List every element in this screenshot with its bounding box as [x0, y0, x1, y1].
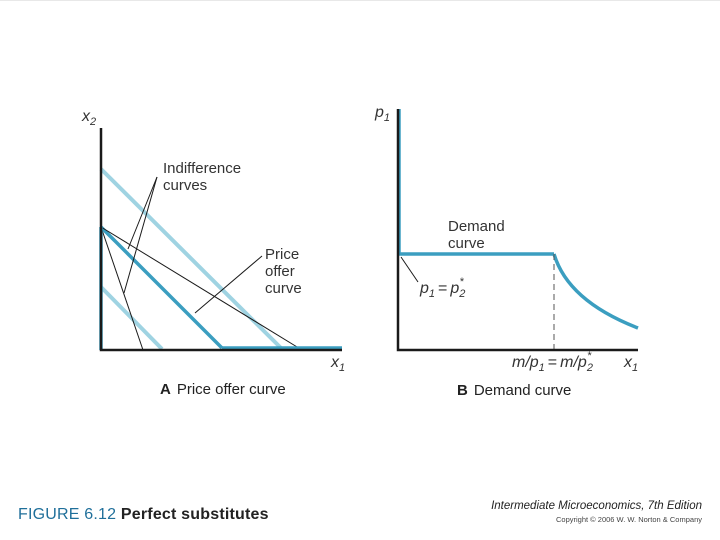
panel-a-axes: [99, 128, 342, 352]
optimal-indifference-line: [99, 225, 224, 350]
demand-curve-hyperbola: [552, 253, 639, 330]
indiff-pointer-2: [123, 176, 158, 294]
indifference-label-line1: Indifference: [163, 160, 241, 177]
budget-line-flat: [100, 226, 303, 351]
panel-b-caption: B Demand curve: [457, 382, 571, 399]
offer-pointer: [194, 255, 263, 314]
figure-number: FIGURE 6.12: [18, 506, 117, 523]
panel-a-x-label: x1: [330, 354, 345, 374]
offer-label-line2: offer: [265, 263, 295, 280]
figure-title: Perfect substitutes: [120, 506, 269, 523]
copyright-text: Copyright © 2006 W. W. Norton & Company: [555, 515, 702, 524]
demand-label-line1: Demand: [448, 218, 505, 235]
quantity-tick-label: m/p1 = m/p2*: [512, 350, 593, 374]
panel-b-y-label: p1: [374, 104, 390, 124]
offer-label-line3: curve: [265, 280, 302, 297]
panel-b: p1 x1 Demand curve p1 = p2* m/p1 = m/p2* B De…: [374, 104, 639, 399]
indifference-curve-lower: [99, 285, 164, 351]
panel-a-caption: A Price offer curve: [160, 381, 286, 398]
indifference-curve-upper: [99, 167, 284, 351]
price-pointer: [400, 256, 419, 283]
panel-b-axes: [396, 109, 638, 352]
book-title: Intermediate Microeconomics, 7th Edition: [491, 500, 702, 512]
offer-label-line1: Price: [265, 246, 299, 263]
budget-line-steep: [100, 226, 144, 351]
indifference-label-line2: curves: [163, 177, 207, 194]
price-equality-label: p1 = p2*: [419, 276, 465, 300]
panel-b-x-label: x1: [623, 354, 638, 374]
figure-caption: FIGURE 6.12 Perfect substitutes: [18, 506, 269, 524]
book-credit: Intermediate Microeconomics, 7th Edition…: [491, 500, 702, 524]
demand-label-line2: curve: [448, 235, 485, 252]
indiff-pointer-1: [127, 176, 158, 250]
panel-a: x2 x1 Indifference curves Price offer cu…: [81, 108, 345, 398]
figure-diagram: x2 x1 Indifference curves Price offer cu…: [81, 104, 639, 399]
panel-a-y-label: x2: [81, 108, 96, 128]
